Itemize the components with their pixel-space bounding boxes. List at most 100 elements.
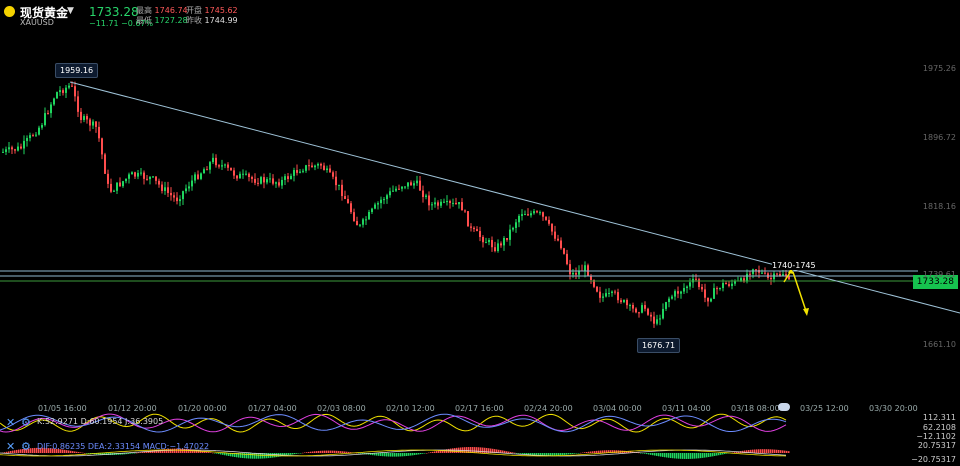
macd-bar: [228, 453, 230, 456]
macd-bar: [540, 453, 542, 456]
macd-bar: [552, 453, 554, 456]
macd-bar: [564, 453, 566, 455]
macd-bar: [312, 451, 314, 453]
macd-bar: [356, 452, 358, 454]
macd-values: DIF:0.86235 DEA:2.33154 MACD:−1.47022: [37, 442, 210, 451]
macd-bar: [42, 447, 44, 453]
candle: [218, 165, 220, 167]
macd-bar: [520, 453, 522, 454]
collapse-icon[interactable]: ✕: [6, 440, 16, 453]
macd-bar: [30, 448, 32, 453]
candle: [98, 126, 100, 139]
macd-bar: [654, 453, 656, 456]
chevron-down-icon[interactable]: ▼: [67, 6, 74, 16]
candle: [350, 203, 352, 213]
x-tick: 01/12 20:00: [108, 404, 157, 413]
candle: [536, 211, 538, 213]
macd-bar: [682, 453, 684, 459]
candle: [740, 278, 742, 281]
macd-bar: [606, 450, 608, 453]
macd-bar: [74, 451, 76, 453]
candle: [257, 182, 259, 184]
candle: [11, 147, 13, 150]
candle: [26, 138, 28, 141]
candle: [44, 113, 46, 126]
x-tick: 02/17 16:00: [455, 404, 504, 413]
trendline[interactable]: [69, 81, 960, 314]
candle: [116, 182, 118, 191]
macd-bar: [184, 448, 186, 453]
macd-bar: [782, 450, 784, 453]
macd-bar: [386, 453, 388, 457]
candle: [248, 173, 250, 178]
candle: [356, 221, 358, 226]
settings-icon[interactable]: ⚙: [21, 416, 31, 429]
candle: [104, 154, 106, 174]
candle: [515, 222, 517, 228]
candle: [425, 195, 427, 197]
zone-label: 1740-1745: [772, 261, 816, 270]
macd-bar: [388, 453, 390, 457]
candle: [305, 165, 307, 171]
macd-bar: [486, 447, 488, 453]
kdj-scale-bottom: −12.1102: [916, 432, 956, 441]
macd-bar: [50, 448, 52, 453]
macd-bar: [468, 447, 470, 453]
macd-bar: [426, 452, 428, 454]
macd-bar: [568, 453, 570, 455]
kdj-scale-top: 112.311: [922, 413, 956, 422]
macd-bar: [434, 451, 436, 453]
candle: [296, 170, 298, 173]
candle: [242, 173, 244, 175]
candle: [665, 302, 667, 309]
settings-icon[interactable]: ⚙: [21, 440, 31, 453]
macd-bar: [772, 449, 774, 453]
macd-bar: [756, 449, 758, 453]
collapse-icon[interactable]: ✕: [6, 416, 16, 429]
macd-bar: [372, 453, 374, 456]
macd-bar: [334, 450, 336, 453]
macd-bar: [596, 450, 598, 453]
macd-bar: [282, 453, 284, 457]
candle: [623, 299, 625, 303]
macd-bar: [72, 451, 74, 453]
symbol-name[interactable]: 现货黄金: [20, 6, 69, 20]
macd-bar: [208, 452, 210, 453]
candle: [251, 177, 253, 179]
candle: [506, 237, 508, 240]
time-scroll-handle[interactable]: [778, 403, 790, 411]
macd-bar: [62, 449, 64, 453]
candle: [275, 182, 277, 184]
macd-bar: [378, 453, 380, 456]
macd-bar: [328, 450, 330, 453]
candle: [476, 229, 478, 232]
macd-bar: [54, 448, 56, 453]
candle: [701, 286, 703, 290]
macd-bar: [342, 451, 344, 453]
macd-bar: [544, 453, 546, 457]
macd-bar: [166, 448, 168, 453]
macd-bar: [284, 453, 286, 456]
candle: [32, 135, 34, 137]
macd-bar: [396, 453, 398, 457]
macd-bar: [290, 453, 292, 455]
macd-bar: [442, 449, 444, 453]
macd-bar: [744, 450, 746, 453]
macd-bar: [390, 453, 392, 457]
macd-bar: [258, 453, 260, 459]
candle: [782, 274, 784, 276]
macd-bar: [346, 451, 348, 453]
macd-bar: [102, 453, 104, 455]
candle: [53, 98, 55, 105]
x-tick: 03/04 00:00: [593, 404, 642, 413]
macd-bar: [416, 453, 418, 455]
macd-bar: [174, 448, 176, 453]
macd-line: [0, 449, 787, 457]
macd-bar: [400, 453, 402, 457]
macd-bar: [720, 453, 722, 455]
x-tick: 03/18 08:00: [731, 404, 780, 413]
macd-bar: [778, 449, 780, 453]
candle: [5, 149, 7, 152]
macd-bar: [444, 449, 446, 453]
